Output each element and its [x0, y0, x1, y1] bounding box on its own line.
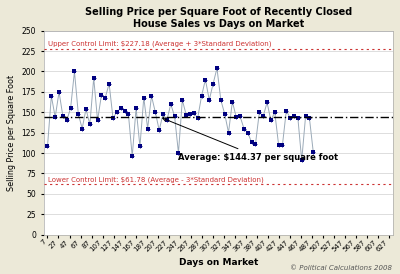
Text: © Political Calculations 2008: © Political Calculations 2008 — [290, 265, 392, 271]
Text: Lower Control Limit: $61.78 (Average - 3*Standard Deviation): Lower Control Limit: $61.78 (Average - 3… — [48, 176, 264, 182]
Text: Average: $144.37 per square foot: Average: $144.37 per square foot — [163, 118, 338, 162]
Text: Upper Control Limit: $227.18 (Average + 3*Standard Deviation): Upper Control Limit: $227.18 (Average + … — [48, 40, 272, 47]
X-axis label: Days on Market: Days on Market — [179, 258, 258, 267]
Y-axis label: Selling Price per Square Foot: Selling Price per Square Foot — [7, 75, 16, 191]
Title: Selling Price per Square Foot of Recently Closed
House Sales vs Days on Market: Selling Price per Square Foot of Recentl… — [85, 7, 352, 28]
